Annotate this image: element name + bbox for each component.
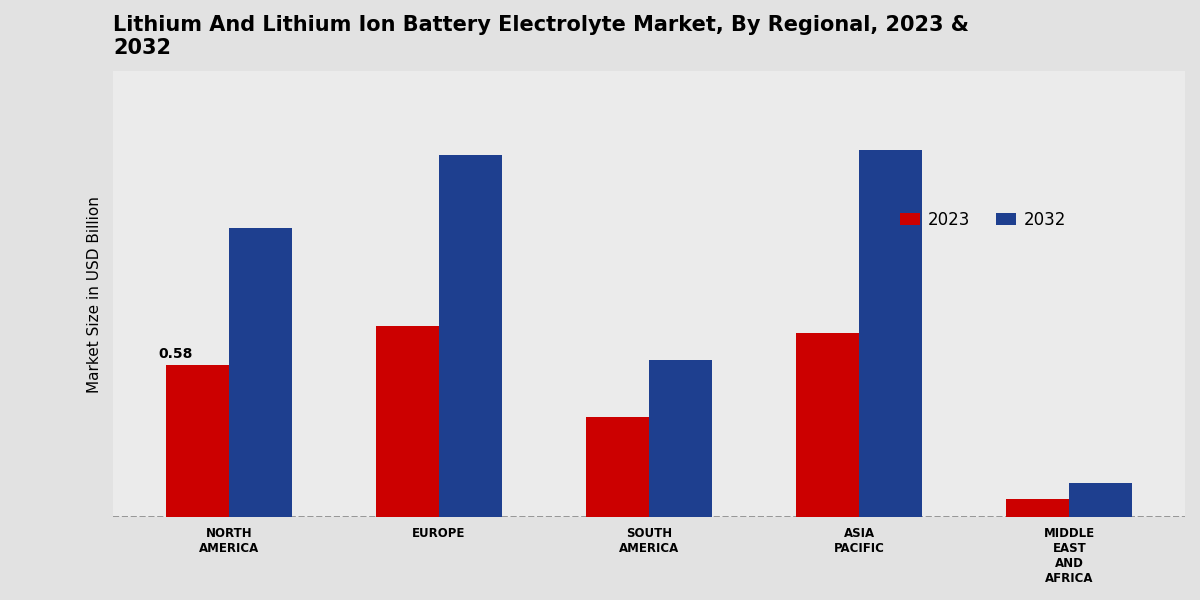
Bar <box>796 334 859 517</box>
Bar <box>229 229 292 517</box>
Bar <box>439 155 502 517</box>
Bar <box>1007 499 1069 517</box>
Bar <box>1069 483 1133 517</box>
Bar <box>859 149 923 517</box>
Text: 0.58: 0.58 <box>158 347 193 361</box>
Legend: 2023, 2032: 2023, 2032 <box>893 204 1073 236</box>
Text: Lithium And Lithium Ion Battery Electrolyte Market, By Regional, 2023 &
2032: Lithium And Lithium Ion Battery Electrol… <box>113 15 970 58</box>
Bar <box>649 360 712 517</box>
Bar <box>376 326 439 517</box>
Y-axis label: Market Size in USD Billion: Market Size in USD Billion <box>88 196 102 392</box>
Bar <box>586 418 649 517</box>
Bar <box>166 365 229 517</box>
